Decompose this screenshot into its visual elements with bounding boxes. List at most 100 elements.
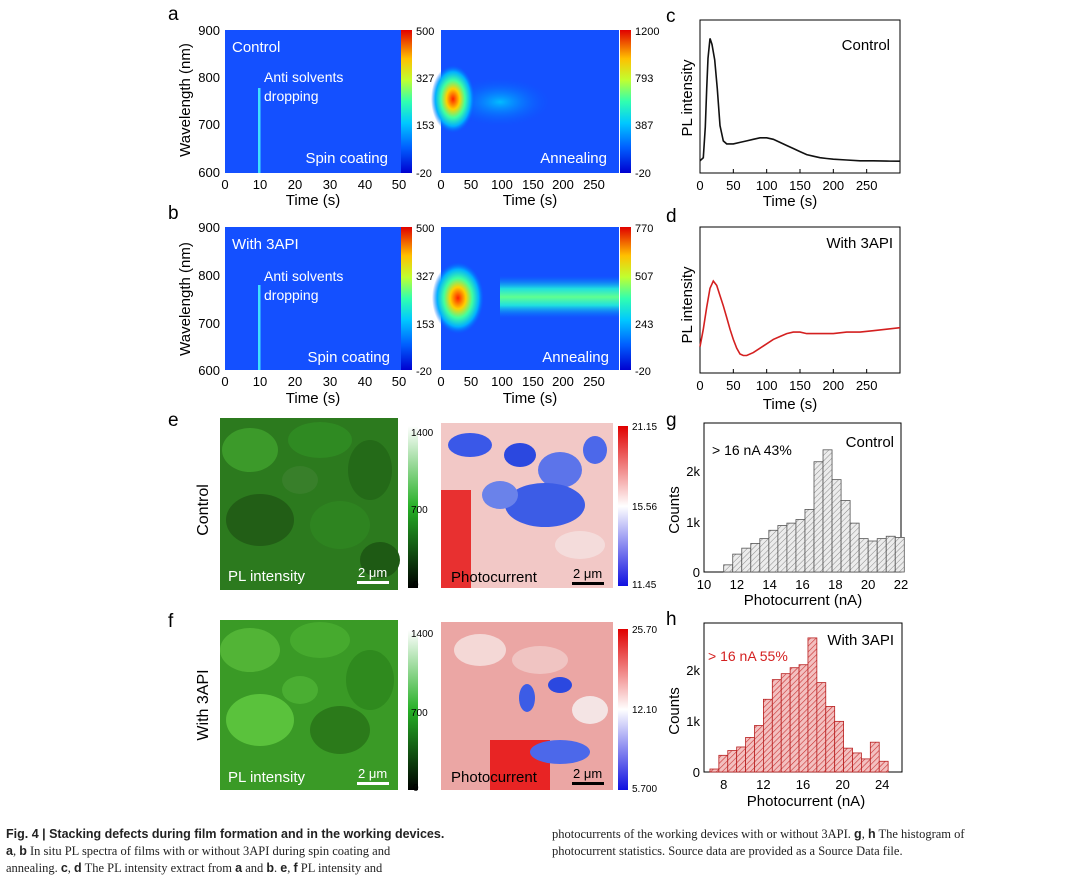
a-xtick: 30 bbox=[323, 177, 337, 192]
h-histogram-bar bbox=[727, 750, 738, 773]
a-xtick: 20 bbox=[288, 177, 302, 192]
h-ytick: 0 bbox=[693, 765, 700, 780]
h-histogram-bar bbox=[754, 725, 764, 773]
cbar-tick: 507 bbox=[635, 271, 653, 283]
h-stat: > 16 nA 55% bbox=[708, 648, 788, 664]
c-xtick-label: 250 bbox=[856, 178, 878, 193]
a-xtick: 0 bbox=[221, 177, 228, 192]
g-xlabel: Photocurrent (nA) bbox=[744, 592, 862, 609]
g-xtick-label: 16 bbox=[795, 577, 809, 592]
caption-text: and bbox=[242, 861, 267, 875]
a-spin-label: Spin coating bbox=[305, 150, 388, 167]
b-colorbar-1-ticks: 500 327 153 -20 bbox=[416, 223, 434, 378]
f-pl-colorbar bbox=[408, 630, 418, 790]
b-ytick: 600 bbox=[198, 363, 220, 378]
a-ytick: 800 bbox=[198, 70, 220, 85]
cbar-tick: -20 bbox=[635, 168, 651, 180]
b-ytick: 800 bbox=[198, 268, 220, 283]
b-note1: Anti solvents bbox=[264, 268, 343, 284]
f-photocurrent-map bbox=[441, 622, 613, 790]
cbar-tick: 1400 bbox=[411, 629, 434, 640]
b-ylabel: Wavelength (nm) bbox=[177, 242, 194, 356]
e-pl-colorbar-ticks: 1400 700 0 bbox=[411, 428, 434, 591]
h-xtick-label: 8 bbox=[720, 777, 727, 792]
caption-text: The histogram of bbox=[875, 827, 965, 841]
cbar-tick: 12.10 bbox=[632, 705, 657, 716]
cbar-tick: 500 bbox=[416, 26, 434, 38]
cbar-tick: -20 bbox=[416, 366, 432, 378]
h-histogram-bar bbox=[869, 741, 880, 773]
e-pc-label: Photocurrent bbox=[451, 569, 538, 586]
d-xtick-label: 250 bbox=[856, 378, 878, 393]
h-histogram-bar bbox=[798, 664, 809, 773]
c-xtick-label: 0 bbox=[696, 178, 703, 193]
cbar-tick: -20 bbox=[635, 366, 651, 378]
g-histogram-bar bbox=[750, 542, 761, 573]
b-colorbar-1 bbox=[401, 227, 412, 370]
figure-canvas: a Wavelength (nm) 900 800 700 600 Contro… bbox=[168, 4, 908, 810]
panel-letter-b: b bbox=[168, 203, 179, 224]
c-label: Control bbox=[842, 37, 890, 54]
g-histogram-bar bbox=[822, 449, 833, 573]
g-histogram-bar bbox=[813, 461, 824, 573]
cbar-tick: 243 bbox=[635, 319, 653, 331]
h-histogram-bar bbox=[852, 752, 862, 773]
c-xticks: 0 50 100 150 200 250 bbox=[696, 169, 878, 193]
a-wavelength-ticks: 900 800 700 600 bbox=[198, 23, 220, 180]
cbar-tick: 153 bbox=[416, 120, 434, 132]
a-xtick: 50 bbox=[392, 177, 406, 192]
e-pc-scale: 2 μm bbox=[573, 566, 602, 581]
h-xlabel: Photocurrent (nA) bbox=[747, 793, 865, 810]
a-anneal-xticks: 0 50 100 150 200 250 bbox=[437, 177, 604, 192]
e-row-label: Control bbox=[195, 484, 212, 536]
c-xtick-label: 200 bbox=[822, 178, 844, 193]
b-spin-xlabel: Time (s) bbox=[286, 390, 340, 407]
a-colorbar-1-ticks: 500 327 153 -20 bbox=[416, 26, 434, 180]
e-pl-scalebar bbox=[357, 581, 389, 584]
caption-text: , bbox=[861, 827, 868, 841]
panel-letter-f: f bbox=[168, 611, 174, 632]
a-xtick: 0 bbox=[437, 177, 444, 192]
caption-ref: a bbox=[235, 861, 243, 875]
b-xtick: 50 bbox=[392, 374, 406, 389]
b-xtick: 50 bbox=[464, 374, 478, 389]
caption-ref: b bbox=[266, 861, 275, 875]
panel-letter-h: h bbox=[666, 609, 677, 630]
h-histogram-bar bbox=[843, 747, 853, 773]
g-xtick-label: 12 bbox=[730, 577, 744, 592]
h-xtick-label: 20 bbox=[835, 777, 849, 792]
panel-letter-d: d bbox=[666, 206, 677, 227]
d-xlabel: Time (s) bbox=[763, 396, 817, 413]
panel-letter-g: g bbox=[666, 410, 677, 431]
f-pc-label: Photocurrent bbox=[451, 769, 538, 786]
g-histogram-bar bbox=[795, 519, 806, 573]
h-ytick: 2k bbox=[686, 663, 700, 678]
e-pc-scalebar bbox=[572, 582, 604, 585]
g-label: Control bbox=[846, 434, 894, 451]
d-xtick-label: 50 bbox=[726, 378, 740, 393]
caption-ref: f bbox=[293, 861, 298, 875]
a-antisolvent-streak bbox=[258, 88, 261, 173]
a-xtick: 40 bbox=[358, 177, 372, 192]
caption-text: . bbox=[274, 861, 281, 875]
caption-text: annealing. bbox=[6, 861, 61, 875]
e-pl-scale: 2 μm bbox=[358, 565, 387, 580]
cbar-tick: 387 bbox=[635, 120, 653, 132]
g-histogram-bar bbox=[885, 535, 896, 573]
a-ytick: 900 bbox=[198, 23, 220, 38]
caption-ref: b bbox=[19, 844, 27, 858]
a-spin-xlabel: Time (s) bbox=[286, 192, 340, 209]
b-xtick: 0 bbox=[437, 374, 444, 389]
e-pc-colorbar-ticks: 21.15 15.56 11.45 bbox=[632, 422, 657, 591]
e-pc-colorbar bbox=[618, 426, 628, 586]
a-xtick: 200 bbox=[552, 177, 574, 192]
caption-right: photocurrents of the working devices wit… bbox=[552, 826, 1076, 860]
b-xtick: 30 bbox=[323, 374, 337, 389]
b-anneal-label: Annealing bbox=[542, 349, 609, 366]
f-pc-scalebar bbox=[572, 782, 604, 785]
g-histogram-bar bbox=[831, 479, 842, 573]
cbar-tick: 11.45 bbox=[632, 580, 657, 591]
a-anneal-label: Annealing bbox=[540, 150, 607, 167]
f-pl-scale: 2 μm bbox=[358, 766, 387, 781]
a-xtick: 50 bbox=[464, 177, 478, 192]
